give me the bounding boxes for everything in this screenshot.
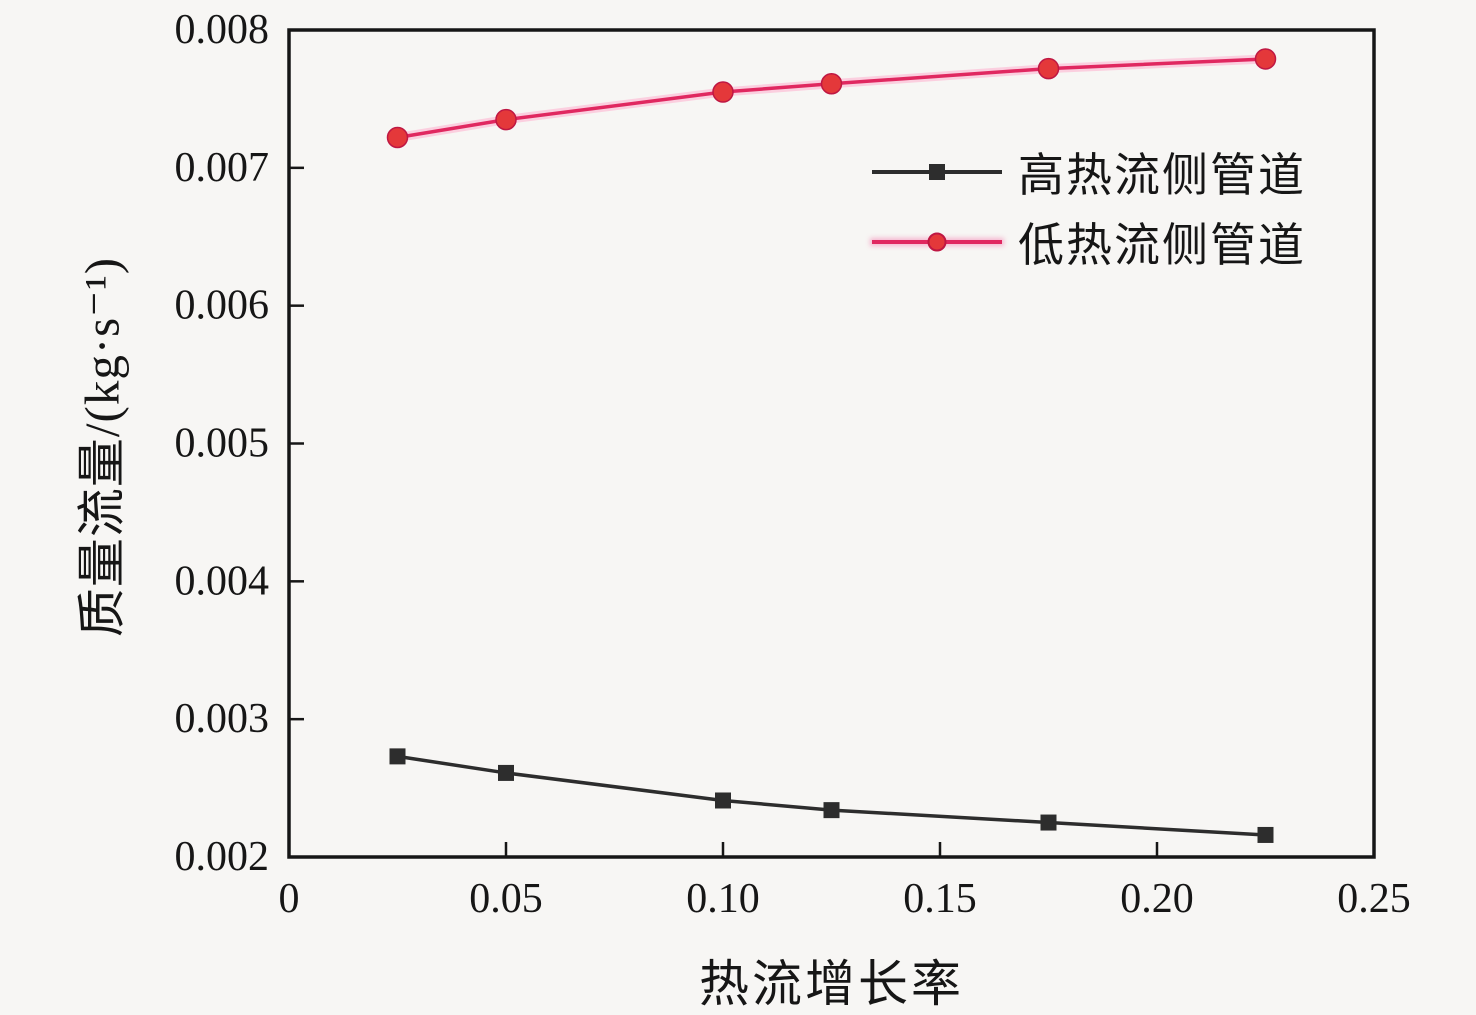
series-high-point (1257, 826, 1274, 843)
series-high-line (397, 754, 1266, 837)
x-tick-label: 0.15 (903, 876, 977, 922)
legend-swatch-high (872, 160, 1002, 184)
square-marker-icon (929, 164, 945, 180)
series-high-point (389, 748, 406, 765)
y-tick-label: 0.003 (175, 696, 270, 742)
series-low-point (820, 73, 843, 95)
legend-label-high: 高热流侧管道 (1018, 150, 1306, 201)
y-tick-label: 0.005 (175, 421, 270, 467)
y-tick-label: 0.006 (175, 283, 270, 329)
series-high-point (1040, 814, 1057, 831)
x-tick-label: 0 (279, 876, 300, 922)
legend-swatch-low (872, 230, 1002, 254)
y-tick-label: 0.007 (175, 145, 270, 191)
series-high-point (823, 802, 840, 819)
series-low-line (397, 57, 1266, 140)
legend: 高热流侧管道 低热流侧管道 (872, 137, 1306, 277)
circle-marker-icon (927, 232, 947, 252)
x-tick-label: 0.05 (469, 876, 543, 922)
series-high-point (498, 764, 514, 781)
legend-item-high: 高热流侧管道 (872, 137, 1306, 207)
series-low-point (712, 81, 734, 103)
y-axis-title: 质量流量/(kg·s⁻¹) (74, 256, 130, 638)
series-high-point (715, 792, 731, 809)
legend-label-low: 低热流侧管道 (1018, 220, 1306, 271)
y-tick-label: 0.008 (175, 7, 270, 53)
legend-item-low: 低热流侧管道 (872, 207, 1306, 277)
series-low-point (1037, 57, 1060, 80)
x-tick-label: 0.20 (1120, 876, 1194, 922)
series-low-point (1254, 48, 1277, 70)
y-tick-label: 0.004 (175, 558, 270, 604)
y-tick-label: 0.002 (175, 834, 270, 880)
series-low-glow (396, 54, 1266, 142)
x-tick-label: 0.25 (1337, 876, 1411, 922)
x-axis-title: 热流增长率 (699, 956, 964, 1012)
x-tick-label: 0.10 (686, 876, 760, 922)
series-low-point (495, 108, 517, 131)
series-low-point (386, 126, 409, 149)
